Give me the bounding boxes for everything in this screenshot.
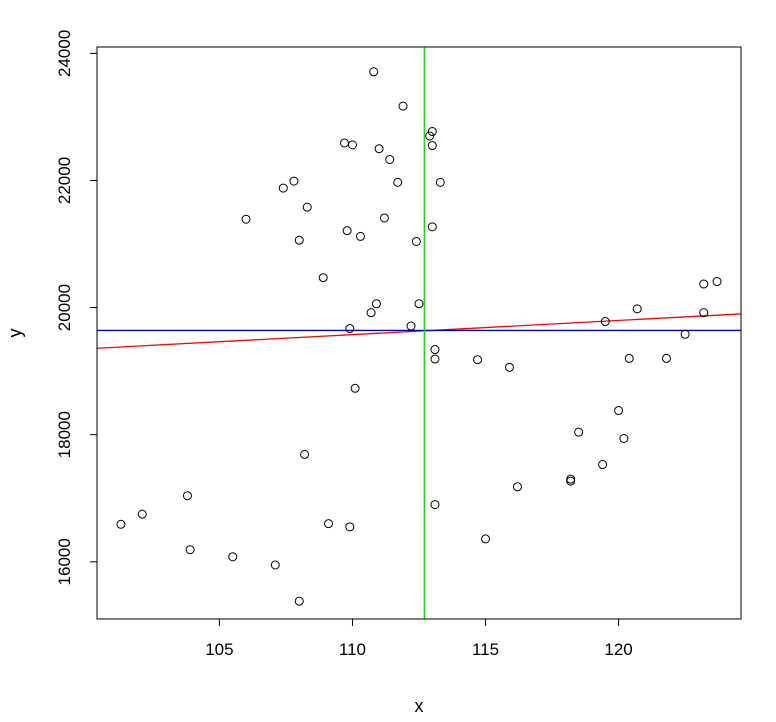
data-point (379, 213, 389, 223)
data-point (355, 231, 365, 241)
y-tick-label: 20000 (55, 284, 74, 331)
data-point (345, 522, 355, 532)
axes: 105 110 115 120 16000 18000 20000 22000 24000 (55, 30, 633, 659)
y-tick-label: 22000 (55, 157, 74, 204)
data-point (624, 353, 634, 363)
data-point (504, 362, 514, 372)
x-tick-label: 115 (472, 640, 499, 659)
data-point (512, 482, 522, 492)
data-point (661, 353, 671, 363)
data-point (300, 449, 310, 459)
data-point (342, 226, 352, 236)
data-point (680, 329, 690, 339)
data-point (427, 222, 437, 232)
data-point (278, 183, 288, 193)
data-point (398, 101, 408, 111)
data-point (699, 308, 709, 318)
reference-lines (96, 47, 742, 619)
data-point (294, 596, 304, 606)
data-point (116, 519, 126, 529)
data-point (619, 434, 629, 444)
data-points (116, 67, 722, 606)
data-point (406, 321, 416, 331)
data-point (366, 308, 376, 318)
data-point (137, 509, 147, 519)
data-point (712, 277, 722, 287)
data-point (598, 460, 608, 470)
data-point (414, 299, 424, 309)
data-point (430, 345, 440, 355)
data-point (427, 127, 437, 137)
data-point (427, 141, 437, 151)
data-point (345, 324, 355, 334)
data-point (228, 552, 238, 562)
data-point (369, 67, 379, 77)
data-point (600, 317, 610, 327)
x-tick-label: 120 (604, 640, 632, 659)
data-point (289, 176, 299, 186)
data-point (185, 545, 195, 555)
y-tick-label: 16000 (55, 538, 74, 585)
data-point (385, 154, 395, 164)
data-point (411, 236, 421, 246)
data-point (481, 534, 491, 544)
data-point (241, 214, 251, 224)
data-point (374, 144, 384, 154)
data-point (302, 202, 312, 212)
y-tick-label: 18000 (55, 411, 74, 458)
data-point (430, 500, 440, 510)
data-point (339, 138, 349, 148)
data-point (371, 299, 381, 309)
data-point (425, 131, 435, 141)
data-point (324, 519, 334, 529)
data-point (350, 383, 360, 393)
y-axis-title: y (5, 329, 25, 338)
data-point (566, 476, 576, 486)
y-tick-label: 24000 (55, 30, 74, 77)
x-tick-label: 105 (205, 640, 233, 659)
data-point (435, 177, 445, 187)
plot-frame (96, 46, 742, 620)
data-point (632, 304, 642, 314)
data-point (473, 355, 483, 365)
data-point (430, 354, 440, 364)
x-axis-title: x (415, 696, 424, 716)
data-point (699, 279, 709, 289)
data-point (393, 177, 403, 187)
data-point (294, 235, 304, 245)
data-point (347, 140, 357, 150)
data-point (318, 273, 328, 283)
data-point (574, 427, 584, 437)
data-point (614, 406, 624, 416)
x-tick-label: 110 (339, 640, 366, 659)
data-point (182, 491, 192, 501)
data-point (566, 474, 576, 484)
data-point (270, 560, 280, 570)
